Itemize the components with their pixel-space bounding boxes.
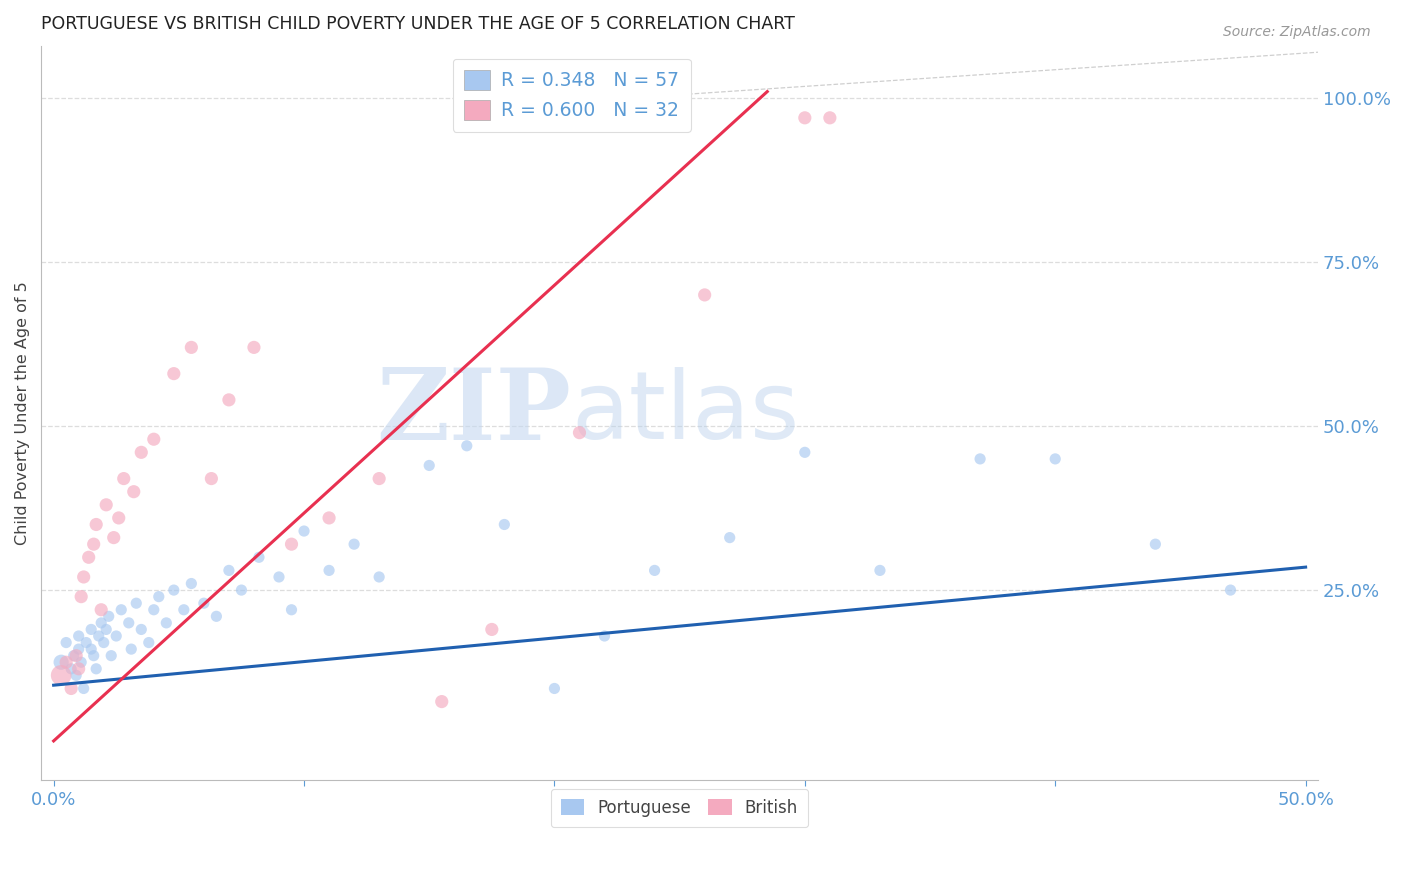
Point xyxy=(84,517,107,532)
Point xyxy=(107,511,129,525)
Point xyxy=(644,563,666,577)
Point xyxy=(200,472,222,486)
Point xyxy=(67,662,90,676)
Point xyxy=(231,583,253,598)
Point xyxy=(80,642,103,657)
Text: atlas: atlas xyxy=(571,367,800,459)
Point xyxy=(494,517,516,532)
Point xyxy=(280,537,302,551)
Point xyxy=(180,576,202,591)
Point xyxy=(65,648,87,663)
Point xyxy=(62,648,84,663)
Point xyxy=(105,629,128,643)
Point xyxy=(1219,583,1241,598)
Point xyxy=(543,681,565,696)
Point xyxy=(267,570,290,584)
Point xyxy=(218,392,240,407)
Point xyxy=(110,603,132,617)
Point xyxy=(70,655,93,669)
Point xyxy=(318,511,340,525)
Point xyxy=(793,111,815,125)
Text: Source: ZipAtlas.com: Source: ZipAtlas.com xyxy=(1223,25,1371,39)
Point xyxy=(97,609,120,624)
Point xyxy=(368,570,391,584)
Text: ZIP: ZIP xyxy=(377,365,571,461)
Point xyxy=(55,655,77,669)
Text: PORTUGUESE VS BRITISH CHILD POVERTY UNDER THE AGE OF 5 CORRELATION CHART: PORTUGUESE VS BRITISH CHILD POVERTY UNDE… xyxy=(41,15,794,33)
Point xyxy=(96,623,118,637)
Point xyxy=(125,596,148,610)
Point xyxy=(1144,537,1167,551)
Point xyxy=(70,590,93,604)
Point xyxy=(55,635,77,649)
Point xyxy=(60,681,83,696)
Point xyxy=(129,445,152,459)
Point xyxy=(218,563,240,577)
Point xyxy=(368,472,391,486)
Point xyxy=(122,484,145,499)
Point xyxy=(80,623,103,637)
Point xyxy=(90,603,112,617)
Point xyxy=(49,668,72,682)
Point xyxy=(67,629,90,643)
Point xyxy=(96,498,118,512)
Point xyxy=(793,445,815,459)
Point xyxy=(869,563,891,577)
Point xyxy=(67,642,90,657)
Point xyxy=(90,615,112,630)
Point xyxy=(112,472,135,486)
Legend: Portuguese, British: Portuguese, British xyxy=(551,789,808,827)
Point xyxy=(118,615,141,630)
Point xyxy=(243,340,266,354)
Point xyxy=(83,648,105,663)
Point xyxy=(280,603,302,617)
Point xyxy=(77,550,100,565)
Point xyxy=(163,367,186,381)
Point xyxy=(84,662,107,676)
Point xyxy=(138,635,160,649)
Point xyxy=(969,451,991,466)
Point xyxy=(142,432,165,446)
Point xyxy=(103,531,125,545)
Point xyxy=(129,623,152,637)
Point xyxy=(100,648,122,663)
Point xyxy=(75,635,97,649)
Point xyxy=(1045,451,1067,466)
Point xyxy=(318,563,340,577)
Point xyxy=(120,642,142,657)
Point xyxy=(148,590,170,604)
Point xyxy=(73,570,96,584)
Point xyxy=(693,288,716,302)
Point xyxy=(142,603,165,617)
Point xyxy=(593,629,616,643)
Point xyxy=(93,635,115,649)
Point xyxy=(481,623,503,637)
Point xyxy=(418,458,440,473)
Point xyxy=(205,609,228,624)
Point xyxy=(173,603,195,617)
Point xyxy=(87,629,110,643)
Point xyxy=(180,340,202,354)
Point xyxy=(247,550,270,565)
Point xyxy=(818,111,841,125)
Point xyxy=(163,583,186,598)
Point xyxy=(65,668,87,682)
Point xyxy=(83,537,105,551)
Point xyxy=(456,439,478,453)
Y-axis label: Child Poverty Under the Age of 5: Child Poverty Under the Age of 5 xyxy=(15,281,30,545)
Point xyxy=(718,531,741,545)
Point xyxy=(155,615,177,630)
Point xyxy=(60,662,83,676)
Point xyxy=(73,681,96,696)
Point xyxy=(193,596,215,610)
Point xyxy=(292,524,315,538)
Point xyxy=(568,425,591,440)
Point xyxy=(49,655,72,669)
Point xyxy=(430,695,453,709)
Point xyxy=(343,537,366,551)
